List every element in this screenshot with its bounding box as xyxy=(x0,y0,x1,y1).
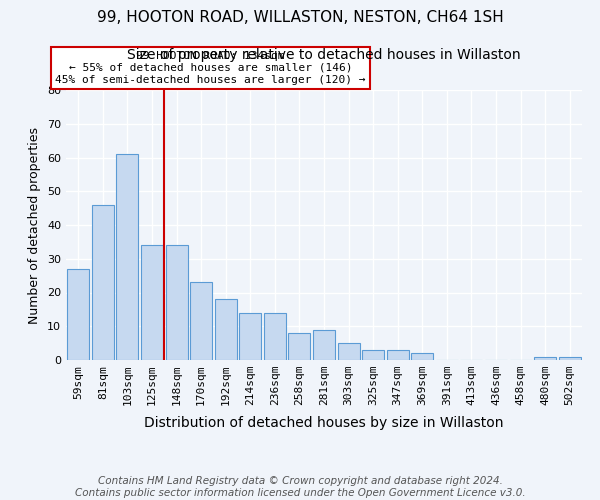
Bar xyxy=(67,269,89,360)
Bar xyxy=(559,356,581,360)
Text: 99, HOOTON ROAD, WILLASTON, NESTON, CH64 1SH: 99, HOOTON ROAD, WILLASTON, NESTON, CH64… xyxy=(97,10,503,25)
Bar xyxy=(239,313,262,360)
Y-axis label: Number of detached properties: Number of detached properties xyxy=(28,126,41,324)
Bar xyxy=(215,299,237,360)
Text: 99 HOOTON ROAD: 134sqm
← 55% of detached houses are smaller (146)
45% of semi-de: 99 HOOTON ROAD: 134sqm ← 55% of detached… xyxy=(55,52,366,84)
Bar xyxy=(92,205,114,360)
Bar xyxy=(362,350,384,360)
Text: Contains HM Land Registry data © Crown copyright and database right 2024.
Contai: Contains HM Land Registry data © Crown c… xyxy=(74,476,526,498)
Bar xyxy=(190,282,212,360)
Bar xyxy=(166,245,188,360)
Bar xyxy=(411,353,433,360)
Bar xyxy=(141,245,163,360)
Bar xyxy=(534,356,556,360)
Bar xyxy=(264,313,286,360)
Bar xyxy=(289,333,310,360)
Bar xyxy=(338,343,359,360)
Bar xyxy=(313,330,335,360)
X-axis label: Distribution of detached houses by size in Willaston: Distribution of detached houses by size … xyxy=(144,416,504,430)
Bar xyxy=(116,154,139,360)
Title: Size of property relative to detached houses in Willaston: Size of property relative to detached ho… xyxy=(127,48,521,62)
Bar xyxy=(386,350,409,360)
